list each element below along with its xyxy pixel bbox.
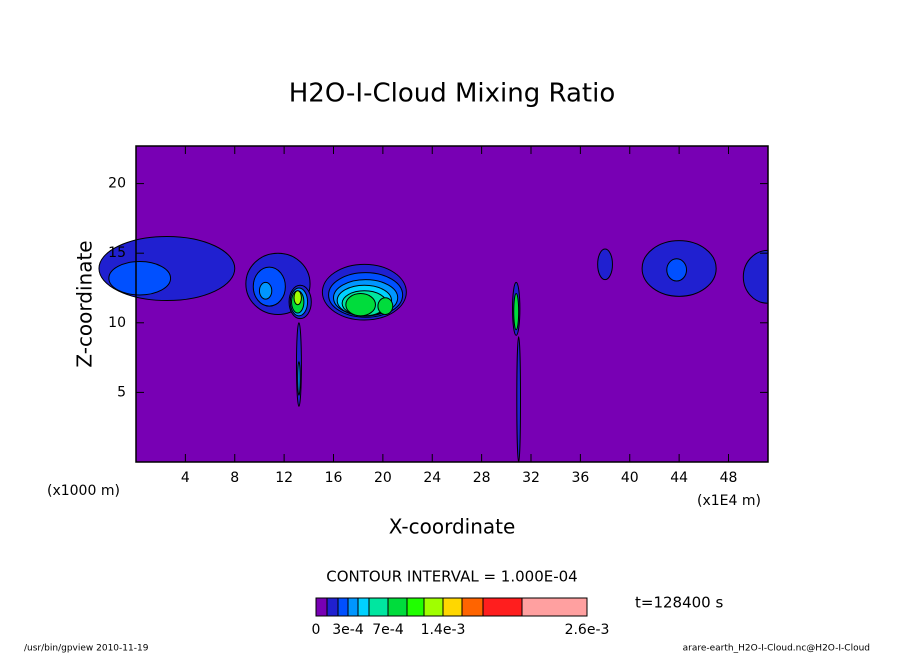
x-tick-label: 16 [325, 470, 343, 486]
y-tick-label: 10 [108, 315, 126, 331]
contour-region [377, 297, 394, 315]
plot-background [136, 146, 768, 462]
contour-region [258, 281, 273, 300]
contour-region [516, 336, 522, 463]
x-tick-label: 44 [670, 470, 688, 486]
y-axis-label: Z-coordinate [73, 240, 97, 367]
x-tick-label: 40 [621, 470, 639, 486]
colorbar-segment [357, 597, 370, 617]
plot-frame [135, 145, 769, 463]
contour-region [108, 261, 172, 296]
contour-region [513, 293, 520, 331]
x-tick-label: 48 [720, 470, 738, 486]
contour-interval: CONTOUR INTERVAL = 1.000E-04 [326, 568, 577, 586]
contour-region [293, 290, 302, 306]
footer-left: /usr/bin/gpview 2010-11-19 [24, 644, 149, 654]
colorbar-tick-label: 1.4e-3 [421, 622, 466, 638]
colorbar-tick-label: 7e-4 [372, 622, 404, 638]
time-label: t=128400 s [635, 594, 723, 612]
colorbar-segment [315, 597, 328, 617]
x-unit-left: (x1000 m) [47, 483, 120, 499]
colorbar-segment [442, 597, 463, 617]
y-tick-label: 5 [117, 384, 126, 400]
x-axis-label: X-coordinate [389, 515, 516, 539]
contour-region [345, 293, 376, 317]
y-tick-label: 15 [108, 245, 126, 261]
colorbar-segment [347, 597, 359, 617]
colorbar-segment [387, 597, 408, 617]
chart-title: H2O-I-Cloud Mixing Ratio [289, 79, 616, 109]
x-tick-label: 24 [423, 470, 441, 486]
colorbar-segment [482, 597, 523, 617]
x-tick-label: 8 [230, 470, 239, 486]
colorbar-segment [368, 597, 389, 617]
x-tick-label: 36 [571, 470, 589, 486]
contour-region [666, 258, 688, 282]
colorbar-tick-label: 3e-4 [332, 622, 364, 638]
x-unit-right: (x1E4 m) [697, 493, 761, 509]
colorbar-segment [461, 597, 484, 617]
colorbar-tick-label: 0 [312, 622, 321, 638]
colorbar-segment [423, 597, 444, 617]
x-tick-label: 28 [473, 470, 491, 486]
colorbar-tick-label: 2.6e-3 [565, 622, 610, 638]
x-tick-label: 4 [181, 470, 190, 486]
x-tick-label: 12 [275, 470, 293, 486]
contour-region [297, 361, 301, 396]
contour-region [597, 248, 613, 281]
footer-right: arare-earth_H2O-I-Cloud.nc@H2O-I-Cloud [683, 644, 870, 654]
x-tick-label: 20 [374, 470, 392, 486]
colorbar-segment [521, 597, 588, 617]
colorbar-segment [337, 597, 349, 617]
colorbar-segment [406, 597, 425, 617]
plot-mask [768, 136, 809, 472]
colorbar-segment [326, 597, 339, 617]
x-tick-label: 32 [522, 470, 540, 486]
y-tick-label: 20 [108, 176, 126, 192]
